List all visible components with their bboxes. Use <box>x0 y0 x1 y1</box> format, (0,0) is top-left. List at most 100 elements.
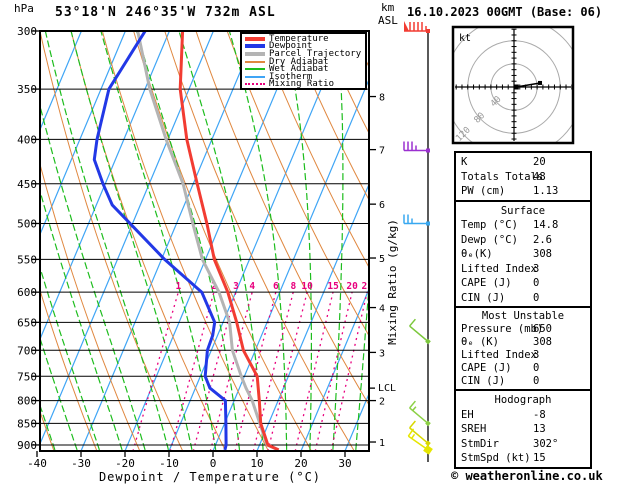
mixing-ratio-label: 15 <box>327 281 339 292</box>
hodograph-border <box>451 25 575 145</box>
isotherm-line <box>40 31 170 341</box>
legend-label: Isotherm <box>269 71 313 82</box>
legend-item: Wet Adiabat <box>245 64 365 75</box>
table-section-title: Most Unstable <box>481 310 565 322</box>
table-row-value: 0 <box>533 362 540 374</box>
table-row-label: Temp (°C) <box>461 219 518 231</box>
wet-adiabat-line <box>40 188 123 451</box>
mixing-ratio-line <box>314 292 353 451</box>
dry-adiabat-line <box>40 288 98 451</box>
mixing-ratio-line <box>294 292 334 451</box>
table-row-label: CIN (J) <box>461 375 506 387</box>
table-row-label: SREH <box>461 423 487 435</box>
temperature-line <box>178 31 280 451</box>
table-row-value: 308 <box>533 336 552 348</box>
legend-swatch <box>245 68 265 71</box>
legend-item: Dewpoint <box>245 41 365 51</box>
legend-label: Parcel Trajectory <box>269 48 362 59</box>
table-row: StmSpd (kt) 15 <box>456 451 590 466</box>
isotherm-line <box>256 182 369 451</box>
lcl-label: LCL <box>378 383 396 394</box>
table-section: K 20 Totals Totals 48 PW (cm) 1.13 <box>454 151 592 202</box>
plot-background: 1 2 3 4 6 8 10 15 20 25 <box>0 25 373 452</box>
dry-adiabat-line <box>133 31 312 451</box>
legend-item: Isotherm <box>245 71 365 82</box>
table-row-label: θₑ (K) <box>461 336 499 348</box>
pressure-tick-label: 900 <box>17 439 37 452</box>
mixing-ratio-label: 25 <box>361 281 373 292</box>
asl-label: ASL <box>378 14 398 27</box>
table-row-label: θₑ(K) <box>461 248 493 260</box>
isotherm-line <box>300 287 369 451</box>
table-row-label: K <box>461 156 468 168</box>
station-title: 53°18'N 246°35'W 732m ASL <box>55 5 276 20</box>
mixing-ratio-line <box>169 292 215 451</box>
wet-adiabat-line <box>0 26 11 450</box>
legend-label: Mixing Ratio <box>269 79 335 90</box>
table-row: EH -8 <box>456 408 590 423</box>
temp-tick-label: 30 <box>338 457 351 470</box>
km-axis-unit: km <box>381 1 395 14</box>
dry-adiabat-line <box>257 31 369 269</box>
km-tick-label: 6 <box>379 200 385 211</box>
mixing-ratio-line <box>252 292 294 451</box>
km-tick-label: 1 <box>379 438 385 449</box>
mixing-ratio-line <box>209 292 253 451</box>
isotherm-line <box>40 31 214 446</box>
table-row: K 20 <box>456 155 590 170</box>
legend-item: Parcel Trajectory <box>245 48 365 59</box>
temp-tick-label: 20 <box>294 457 307 470</box>
table-section-title: Surface <box>500 204 546 217</box>
wind-barb <box>407 428 433 455</box>
wind-barb <box>409 420 431 447</box>
mixing-ratio-line <box>234 292 277 451</box>
wet-adiabat-line <box>44 31 169 451</box>
pressure-tick-label: 550 <box>17 253 37 266</box>
legend-swatch <box>245 75 265 78</box>
table-row-value: 3 <box>533 349 540 361</box>
table-row-value: 48 <box>533 170 546 183</box>
table-row-label: EH <box>461 408 474 421</box>
mixing-ratio-label: 6 <box>273 281 279 292</box>
table-row-label: CAPE (J) <box>461 362 512 374</box>
temp-tick-label: -40 <box>27 457 47 470</box>
legend-swatch <box>245 51 265 56</box>
isotherm-line <box>212 78 369 451</box>
mixing-ratio-line <box>330 292 368 451</box>
pressure-tick-label: 600 <box>17 286 37 299</box>
table-row-label: PW (cm) <box>461 185 506 197</box>
parcel-trajectory-line <box>136 31 280 451</box>
pressure-tick-label: 800 <box>17 395 37 408</box>
legend-label: Dry Adiabat <box>269 56 329 67</box>
pressure-tick-label: 400 <box>17 133 37 146</box>
isotherm-line <box>40 31 82 132</box>
table-row-value: 0 <box>533 277 540 289</box>
table-row-value: 0 <box>533 291 540 304</box>
legend-label: Temperature <box>269 33 329 44</box>
temp-tick-label: 0 <box>210 457 217 470</box>
legend-swatch <box>245 36 265 41</box>
wet-adiabat-line <box>40 103 146 451</box>
legend-item: Mixing Ratio <box>245 79 365 90</box>
dry-adiabat-line <box>0 25 11 452</box>
mixing-ratio-line <box>132 292 179 451</box>
hodograph-unit-label: kt <box>459 33 471 44</box>
wind-barb <box>403 214 430 226</box>
hodograph-trace-point <box>513 84 519 90</box>
table-row-value: 650 <box>533 323 552 335</box>
table-section: Most Unstable Pressure (mb) 650 θₑ (K) 308 Li… <box>454 306 592 391</box>
isotherm-line <box>168 31 346 451</box>
km-tick-label: 3 <box>379 348 385 359</box>
isotherm-line <box>40 31 126 236</box>
table-row: SREH 13 <box>456 422 590 437</box>
pressure-tick-label: 700 <box>17 344 37 357</box>
table-row: θₑ(K) 308 <box>456 247 590 262</box>
table-row: Dewp (°C) 2.6 <box>456 233 590 248</box>
table-row: Temp (°C) 14.8 <box>456 218 590 233</box>
plot-border <box>39 30 370 452</box>
table-row: CIN (J) 0 <box>456 375 590 388</box>
table-row-label: Lifted Index <box>461 349 537 361</box>
legend-label: Wet Adiabat <box>269 64 329 75</box>
